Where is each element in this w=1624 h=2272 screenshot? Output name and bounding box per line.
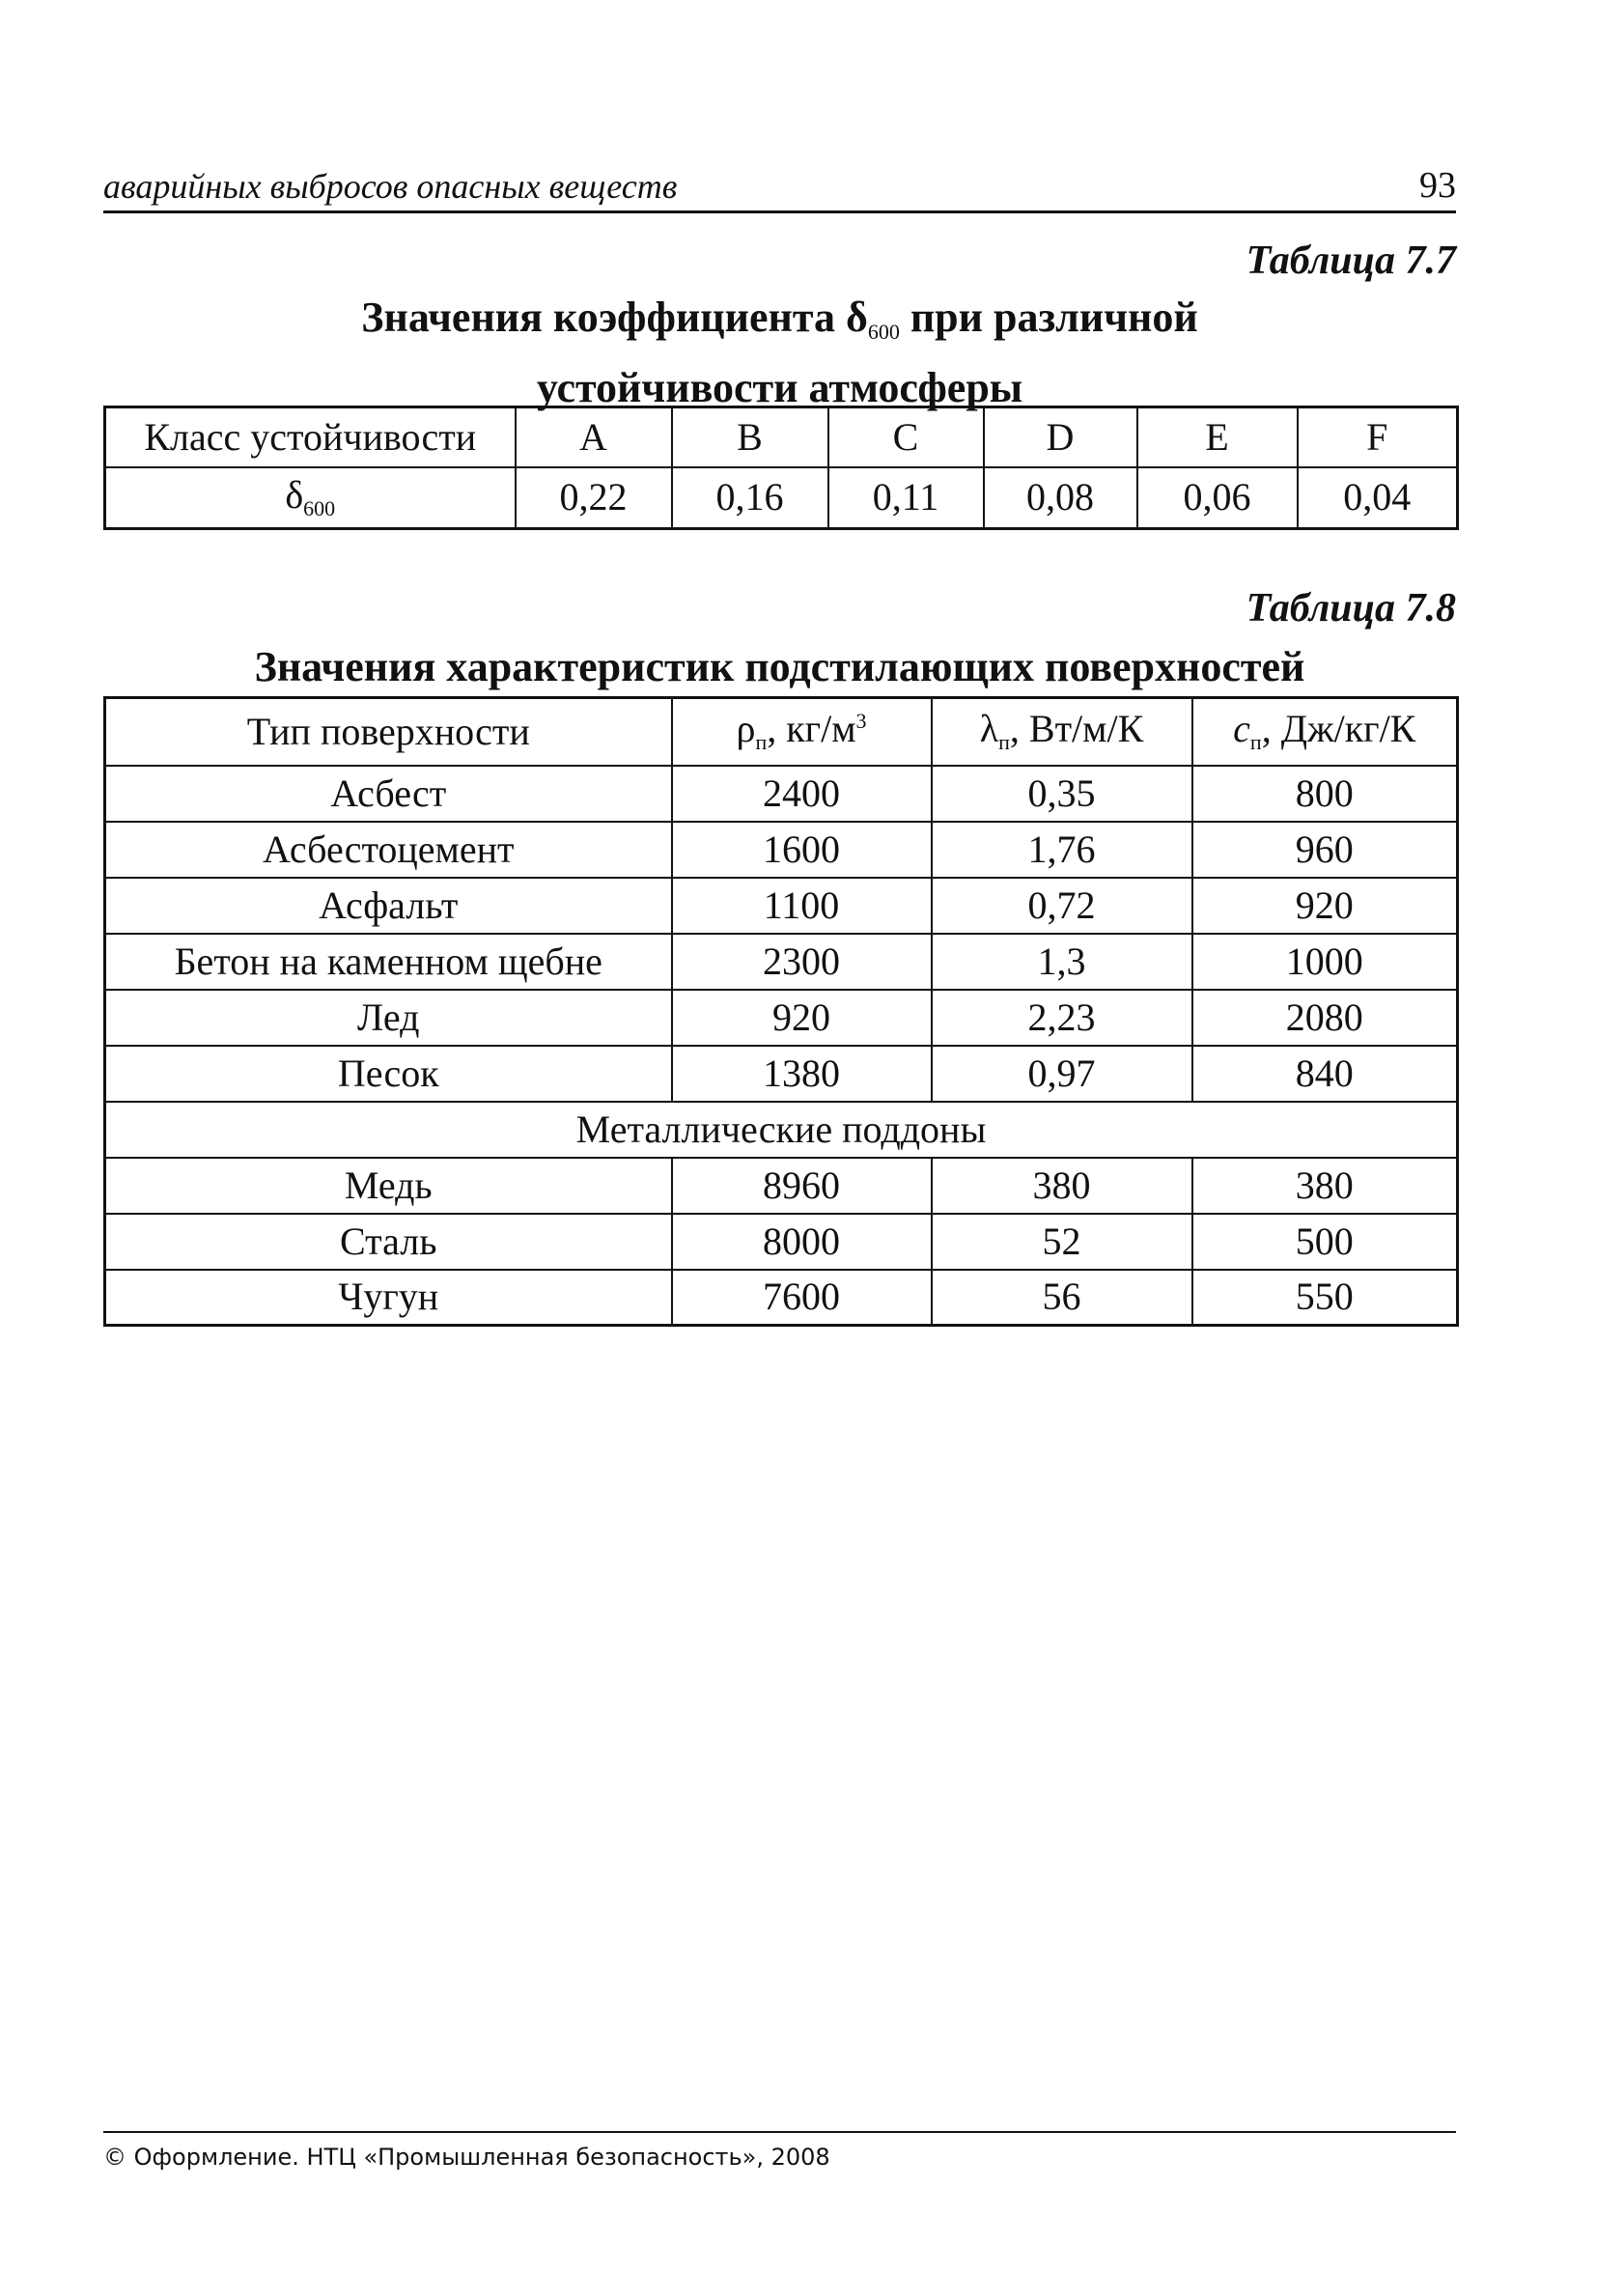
title-text: устойчивости атмосферы	[536, 364, 1023, 411]
table-7-8-label: Таблица 7.8	[1246, 586, 1456, 631]
section-heading: Металлические поддоны	[103, 1100, 1459, 1159]
surface-name-cell: Медь	[103, 1156, 673, 1215]
value-cell: 1000	[1190, 932, 1459, 991]
value-cell: 56	[930, 1268, 1193, 1327]
value-cell: 52	[930, 1212, 1193, 1271]
table-row: Лед 920 2,23 2080	[103, 988, 1459, 1047]
surface-name-cell: Бетон на каменном щебне	[103, 932, 673, 991]
table-row: Асбест 2400 0,35 800	[103, 764, 1459, 823]
value-cell: 0,22	[514, 465, 673, 530]
table-row: Сталь 8000 52 500	[103, 1212, 1459, 1271]
subscript: 600	[303, 495, 336, 520]
value-cell: 1,3	[930, 932, 1193, 991]
table-row: Чугун 7600 56 550	[103, 1268, 1459, 1327]
table-row: Бетон на каменном щебне 2300 1,3 1000	[103, 932, 1459, 991]
table-7-8: Тип поверхности ρп, кг/м3 λп, Вт/м/К cп,…	[103, 696, 1459, 1327]
value-cell: 2,23	[930, 988, 1193, 1047]
surface-name-cell: Асфальт	[103, 876, 673, 935]
footer-copyright: © Оформление. НТЦ «Промышленная безопасн…	[103, 2144, 830, 2171]
surface-name-cell: Сталь	[103, 1212, 673, 1271]
delta-symbol: δ	[285, 472, 304, 517]
running-header: аварийных выбросов опасных веществ	[103, 167, 678, 206]
table-7-8-title: Значения характеристик подстилающих пове…	[254, 643, 1305, 690]
header-cell: E	[1135, 406, 1299, 468]
unit: , кг/м	[767, 707, 856, 751]
surface-name-cell: Чугун	[103, 1268, 673, 1327]
table-row: δ600 0,22 0,16 0,11 0,08 0,06 0,04	[103, 465, 1459, 530]
page-number: 93	[1419, 165, 1456, 206]
surface-name-cell: Асбест	[103, 764, 673, 823]
value-cell: 0,11	[826, 465, 985, 530]
value-cell: 840	[1190, 1044, 1459, 1103]
value-cell: 2300	[670, 932, 933, 991]
value-cell: 0,35	[930, 764, 1193, 823]
value-cell: 8960	[670, 1156, 933, 1215]
header-cell: D	[982, 406, 1138, 468]
value-cell: 1100	[670, 876, 933, 935]
value-cell: 1600	[670, 820, 933, 879]
value-cell: 380	[930, 1156, 1193, 1215]
header-cell: F	[1296, 406, 1459, 468]
header-cell: ρп, кг/м3	[670, 696, 933, 767]
superscript: 3	[855, 709, 867, 734]
symbol: c	[1233, 707, 1250, 751]
table-7-7: Класс устойчивости A B C D E F δ600 0,22 0,16 0,…	[103, 406, 1459, 530]
value-cell: 920	[670, 988, 933, 1047]
table-row: Асбестоцемент 1600 1,76 960	[103, 820, 1459, 879]
value-cell: 960	[1190, 820, 1459, 879]
header-cell: cп, Дж/кг/К	[1190, 696, 1459, 767]
section-row: Металлические поддоны	[103, 1100, 1459, 1159]
surface-name-cell: Лед	[103, 988, 673, 1047]
header-cell: Класс устойчивости	[103, 406, 517, 468]
table-7-7-title: Значения коэффициента δ600 при различной…	[103, 290, 1456, 416]
table-row: Песок 1380 0,97 840	[103, 1044, 1459, 1103]
value-cell: 0,72	[930, 876, 1193, 935]
footer-rule	[103, 2131, 1456, 2133]
value-cell: 7600	[670, 1268, 933, 1327]
surface-name-cell: Асбестоцемент	[103, 820, 673, 879]
value-cell: 8000	[670, 1212, 933, 1271]
table-row: Медь 8960 380 380	[103, 1156, 1459, 1215]
symbol: λ	[979, 707, 999, 751]
value-cell: 1,76	[930, 820, 1193, 879]
title-text: Значения коэффициента δ	[361, 294, 868, 341]
subscript: п	[998, 730, 1010, 755]
header-cell: C	[826, 406, 985, 468]
table-row: Асфальт 1100 0,72 920	[103, 876, 1459, 935]
row-label: δ600	[103, 465, 517, 530]
value-cell: 920	[1190, 876, 1459, 935]
unit: , Вт/м/К	[1009, 707, 1144, 751]
value-cell: 800	[1190, 764, 1459, 823]
value-cell: 1380	[670, 1044, 933, 1103]
value-cell: 2080	[1190, 988, 1459, 1047]
header-cell: A	[514, 406, 673, 468]
subscript: п	[1249, 730, 1262, 755]
unit: , Дж/кг/К	[1261, 707, 1416, 751]
value-cell: 0,16	[670, 465, 829, 530]
value-cell: 0,04	[1296, 465, 1459, 530]
value-cell: 0,97	[930, 1044, 1193, 1103]
value-cell: 380	[1190, 1156, 1459, 1215]
header-cell: λп, Вт/м/К	[930, 696, 1193, 767]
value-cell: 2400	[670, 764, 933, 823]
value-cell: 500	[1190, 1212, 1459, 1271]
surface-name-cell: Песок	[103, 1044, 673, 1103]
value-cell: 0,06	[1135, 465, 1299, 530]
symbol: ρ	[736, 707, 756, 751]
title-text: при различной	[899, 294, 1198, 341]
title-subscript: 600	[867, 320, 900, 344]
header-rule	[103, 210, 1456, 213]
table-header-row: Класс устойчивости A B C D E F	[103, 406, 1459, 468]
value-cell: 550	[1190, 1268, 1459, 1327]
table-header-row: Тип поверхности ρп, кг/м3 λп, Вт/м/К cп,…	[103, 696, 1459, 767]
value-cell: 0,08	[982, 465, 1138, 530]
subscript: п	[755, 730, 768, 755]
header-cell: B	[670, 406, 829, 468]
table-7-7-label: Таблица 7.7	[1246, 238, 1456, 283]
header-cell: Тип поверхности	[103, 696, 673, 767]
